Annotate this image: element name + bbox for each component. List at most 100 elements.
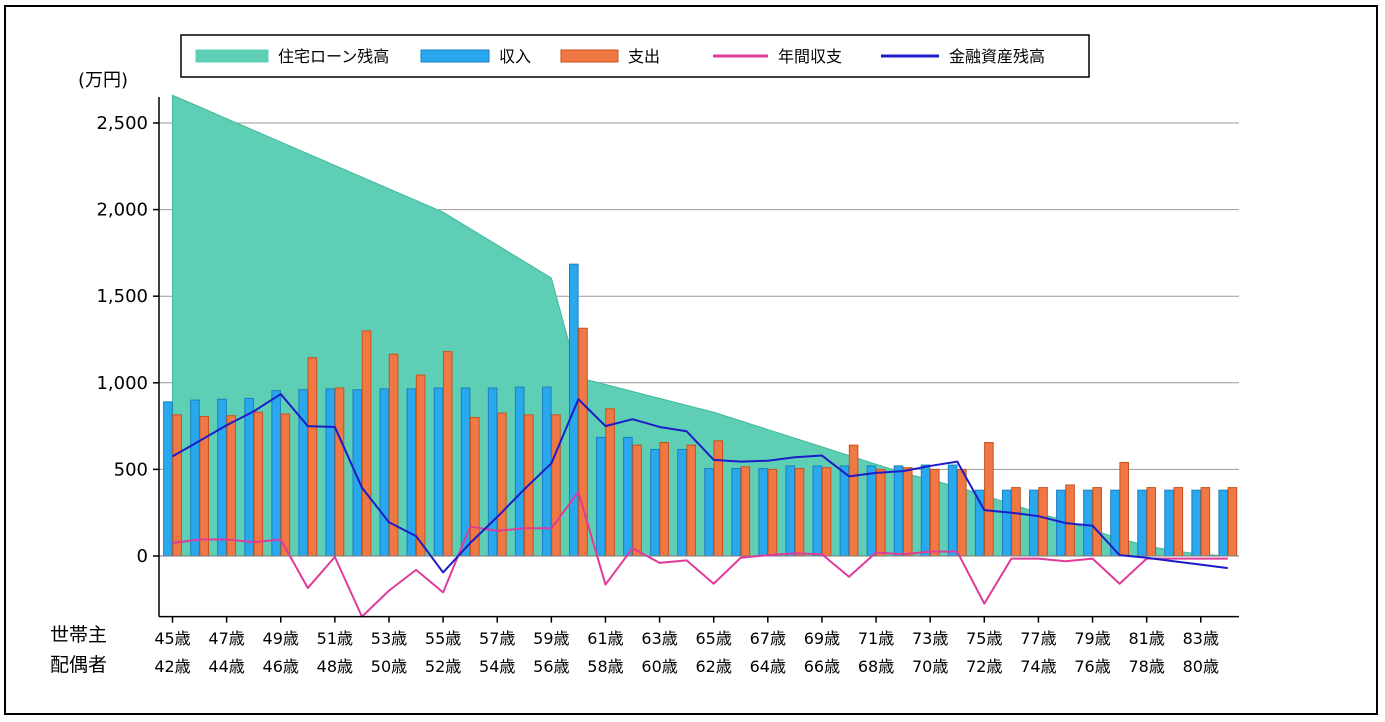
bar-income-34 [1083, 489, 1093, 557]
x-label-spouse: 72歳 [966, 657, 1002, 676]
x-label-head: 63歳 [641, 629, 677, 648]
bar-expense-0 [172, 414, 182, 557]
x-label-head: 73歳 [912, 629, 948, 648]
bar-expense-35 [1119, 461, 1130, 557]
legend: 住宅ローン残高 収入 支出 年間収支 金融資産残高 [180, 34, 1090, 78]
x-label-spouse: 66歳 [804, 657, 840, 676]
line-financial-assets [172, 393, 1228, 574]
bar-expense-18 [659, 442, 669, 557]
x-label-spouse: 68歳 [858, 657, 894, 676]
x-label-spouse: 54歳 [479, 657, 515, 676]
bar-income-10 [433, 387, 444, 557]
bar-income-20 [704, 468, 714, 557]
bar-expense-38 [1200, 487, 1211, 557]
bar-income-39 [1218, 489, 1229, 557]
bar-expense-10 [442, 351, 453, 557]
bar-income-26 [866, 465, 877, 557]
bar-income-3 [244, 397, 254, 557]
chart-canvas: 0 500 1,000 1,500 2,000 2,500 (万円) 45歳 42歳 47歳 44歳… [50, 34, 1239, 676]
bar-expense-33 [1065, 484, 1075, 557]
x-label-spouse: 48歳 [317, 657, 353, 676]
x-label-spouse: 52歳 [425, 657, 461, 676]
bar-expense-29 [957, 468, 967, 557]
x-label-spouse: 58歳 [587, 657, 623, 676]
y-unit-label: (万円) [78, 70, 128, 91]
y-tick-label: 1,000 [96, 373, 148, 394]
legend-label: 金融資産残高 [949, 47, 1045, 66]
bar-expense-25 [848, 444, 859, 557]
x-label-spouse: 46歳 [263, 657, 299, 676]
bar-expense-24 [821, 467, 832, 557]
x-label-spouse: 64歳 [750, 657, 786, 676]
bar-expense-28 [929, 468, 940, 557]
bar-income-32 [1029, 489, 1039, 557]
bar-expense-15 [578, 327, 588, 557]
x-label-head: 59歳 [533, 629, 569, 648]
x-label-spouse: 70歳 [912, 657, 948, 676]
bar-income-17 [623, 436, 633, 557]
x-label-head: 53歳 [371, 629, 407, 648]
line-annual-balance [172, 490, 1228, 618]
bar-income-2 [217, 398, 227, 557]
bar-income-0 [163, 401, 173, 557]
x-label-head: 79歳 [1074, 629, 1110, 648]
x-label-head: 81歳 [1128, 629, 1164, 648]
bar-expense-37 [1173, 487, 1184, 557]
legend-swatch-expense [560, 49, 619, 63]
bar-expense-22 [767, 468, 778, 557]
x-label-spouse: 44歳 [208, 657, 244, 676]
x-label-spouse: 78歳 [1128, 657, 1164, 676]
y-tick-label: 0 [137, 546, 148, 567]
x-label-spouse: 74歳 [1020, 657, 1056, 676]
bar-expense-36 [1146, 487, 1157, 557]
bar-expense-3 [253, 411, 264, 557]
bar-income-13 [514, 386, 525, 557]
x-label-spouse: 50歳 [371, 657, 407, 676]
bar-expense-20 [713, 440, 724, 557]
x-label-head: 67歳 [750, 629, 786, 648]
bar-income-19 [677, 448, 687, 557]
bar-expense-19 [686, 444, 697, 557]
bar-income-25 [839, 465, 850, 557]
bar-expense-34 [1092, 487, 1102, 557]
bar-income-18 [650, 448, 660, 557]
bar-expense-7 [361, 330, 372, 557]
bar-income-1 [190, 399, 200, 557]
bar-income-36 [1137, 489, 1147, 557]
bar-income-9 [406, 388, 417, 557]
bar-expense-9 [415, 374, 426, 557]
bar-income-31 [1001, 489, 1012, 557]
x-label-head: 75歳 [966, 629, 1002, 648]
legend-swatch-loan-balance [195, 49, 269, 63]
bar-income-4 [271, 390, 281, 557]
x-label-head: 51歳 [317, 629, 353, 648]
legend-label: 収入 [499, 47, 531, 66]
y-tick-label: 2,000 [96, 200, 148, 221]
y-tick-label: 500 [114, 459, 148, 480]
y-tick-label: 2,500 [96, 113, 148, 134]
x-label-head: 57歳 [479, 629, 515, 648]
x-label-spouse: 80歳 [1183, 657, 1219, 676]
bar-expense-5 [307, 357, 318, 557]
bar-expense-27 [902, 467, 913, 557]
bar-expense-30 [984, 442, 994, 557]
bar-expense-4 [280, 413, 291, 557]
x-label-head: 71歳 [858, 629, 894, 648]
bar-income-22 [758, 468, 769, 557]
row-label-head: 世帯主 [50, 624, 107, 646]
bar-income-38 [1191, 489, 1201, 557]
bar-expense-32 [1038, 487, 1048, 557]
x-label-head: 61歳 [587, 629, 623, 648]
legend-label: 年間収支 [778, 47, 842, 66]
bar-expense-21 [740, 466, 751, 557]
bar-income-29 [947, 464, 958, 557]
legend-label: 支出 [628, 47, 660, 66]
bar-expense-12 [497, 412, 507, 557]
bar-income-37 [1164, 489, 1174, 557]
bar-expense-6 [334, 387, 345, 557]
chart-frame: 0 500 1,000 1,500 2,000 2,500 (万円) 45歳 42歳 47歳 44歳… [4, 5, 1378, 715]
bar-income-6 [325, 388, 336, 557]
x-label-head: 69歳 [804, 629, 840, 648]
bar-expense-16 [605, 408, 615, 557]
x-label-head: 55歳 [425, 629, 461, 648]
